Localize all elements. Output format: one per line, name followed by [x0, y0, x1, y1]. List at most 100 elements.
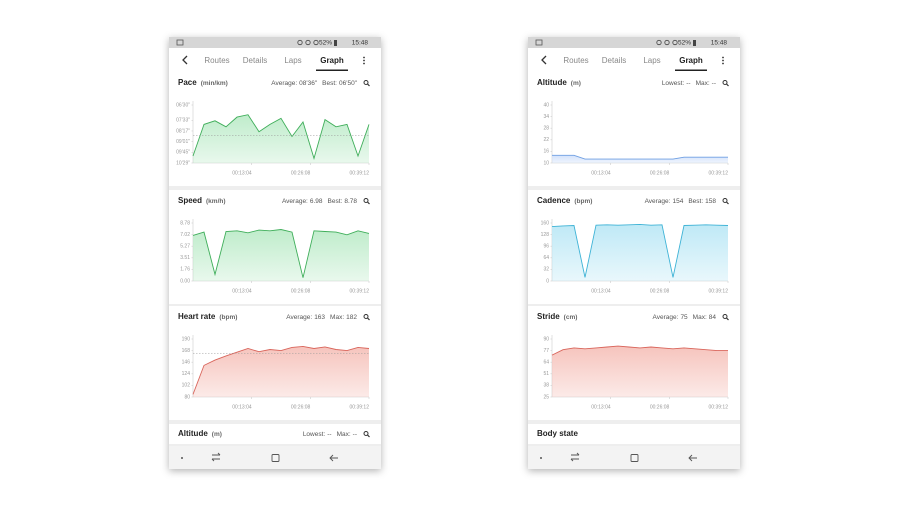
zoom-icon[interactable]: [722, 80, 728, 85]
back-button[interactable]: [541, 55, 547, 65]
y-tick-label: 90: [543, 336, 549, 342]
stat-value: --: [327, 431, 331, 438]
area-fill: [193, 114, 369, 163]
x-tick-label: 00:13:04: [232, 404, 252, 410]
y-tick-label: 128: [541, 232, 550, 238]
tab[interactable]: Graph: [679, 56, 703, 65]
y-tick-label: 80: [184, 394, 190, 400]
zoom-icon[interactable]: [363, 431, 369, 436]
y-tick-label: 7.02: [180, 232, 190, 238]
y-tick-label: 51: [543, 371, 549, 377]
home-button[interactable]: [271, 454, 280, 462]
tab-bar: [169, 48, 381, 72]
menu-dot[interactable]: [722, 59, 724, 62]
x-tick-label: 00:39:12: [709, 404, 729, 410]
card: [528, 72, 740, 186]
stat-label: Max:: [330, 314, 344, 321]
zoom-icon[interactable]: [722, 198, 728, 203]
menu-dot[interactable]: [363, 59, 365, 62]
tab[interactable]: Routes: [204, 56, 229, 65]
menu-dot[interactable]: [722, 56, 724, 59]
y-tick-label: 0.00: [180, 278, 190, 284]
tab[interactable]: Laps: [643, 56, 660, 65]
x-tick-label: 00:39:12: [350, 404, 370, 410]
card-unit: (min/km): [201, 80, 228, 87]
tab-bar: [528, 48, 740, 72]
menu-dot[interactable]: [363, 56, 365, 59]
y-tick-label: 16: [543, 149, 549, 155]
clock: 15:48: [711, 40, 728, 47]
menu-dot[interactable]: [363, 62, 365, 65]
card-title: Body state: [537, 429, 578, 438]
y-tick-label: 07'33": [176, 118, 190, 124]
series-line: [192, 229, 370, 278]
y-tick-label: 10: [543, 160, 549, 166]
recent-button[interactable]: [570, 452, 580, 462]
gallery-icon: [176, 39, 184, 46]
x-tick-label: 00:26:08: [650, 170, 670, 176]
card-unit: (km/h): [206, 198, 226, 205]
stat-label: Average:: [271, 80, 297, 87]
stat-label: Max:: [337, 431, 351, 438]
y-tick-label: 124: [182, 371, 191, 377]
x-tick-label: 00:13:04: [591, 404, 611, 410]
tab[interactable]: Routes: [563, 56, 588, 65]
stat-value: 8.78: [344, 198, 357, 205]
area-fill: [193, 229, 369, 281]
y-tick-label: 146: [182, 360, 191, 366]
nav-back-button[interactable]: [688, 454, 697, 462]
tab[interactable]: Details: [602, 56, 626, 65]
zoom-icon[interactable]: [722, 314, 728, 319]
y-tick-label: 25: [543, 394, 549, 400]
stat-label: Lowest:: [303, 431, 326, 438]
stat-value: 75: [680, 314, 688, 321]
stat-label: Best:: [328, 198, 343, 205]
tab[interactable]: Details: [243, 56, 267, 65]
tab-indicator: [316, 69, 348, 71]
card-unit: (bpm): [219, 314, 237, 321]
y-tick-label: 22: [543, 137, 549, 143]
tab[interactable]: Laps: [284, 56, 301, 65]
zoom-handle: [367, 83, 370, 87]
stat-label: Best:: [688, 198, 703, 205]
y-tick-label: 08'17": [176, 128, 190, 134]
zoom-icon[interactable]: [363, 198, 369, 203]
card-title: Cadence (bpm): [537, 196, 592, 205]
zoom-icon[interactable]: [363, 314, 369, 319]
stat-value: 6.98: [310, 198, 323, 205]
stat-label: Average:: [286, 314, 312, 321]
stat-value: 08'36": [299, 80, 318, 87]
x-tick-label: 00:39:12: [709, 288, 729, 294]
card-title-text: Cadence: [537, 196, 571, 205]
tab[interactable]: Graph: [320, 56, 344, 65]
card-unit: (bpm): [574, 198, 592, 205]
card: [528, 424, 740, 444]
stat-value: 84: [709, 314, 717, 321]
x-tick-label: 00:39:12: [709, 170, 729, 176]
menu-dot[interactable]: [722, 62, 724, 65]
stat-label: Average:: [645, 198, 671, 205]
stat-label: Average:: [653, 314, 679, 321]
recent-button[interactable]: [211, 452, 221, 462]
battery-text: 52%: [319, 40, 332, 47]
area-fill: [552, 346, 728, 397]
card-title-text: Body state: [537, 429, 578, 438]
tab-indicator: [675, 69, 707, 71]
zoom-icon[interactable]: [363, 80, 369, 85]
card-stats: Average: 163 Max: 182: [286, 314, 357, 321]
card-title: Altitude (m): [178, 429, 222, 438]
zoom-handle: [367, 201, 370, 205]
y-tick-label: 160: [541, 220, 550, 226]
home-button[interactable]: [630, 454, 639, 462]
x-tick-label: 00:13:04: [232, 288, 252, 294]
y-tick-label: 190: [182, 336, 191, 342]
nav-back-button[interactable]: [329, 454, 338, 462]
x-tick-label: 00:13:04: [591, 288, 611, 294]
card-title: Altitude (m): [537, 78, 581, 87]
series-line: [551, 223, 729, 278]
back-button[interactable]: [182, 55, 188, 65]
zoom-handle: [726, 317, 729, 321]
series-line: [551, 345, 728, 356]
stat-label: Max:: [693, 314, 707, 321]
gallery-icon: [535, 39, 543, 46]
